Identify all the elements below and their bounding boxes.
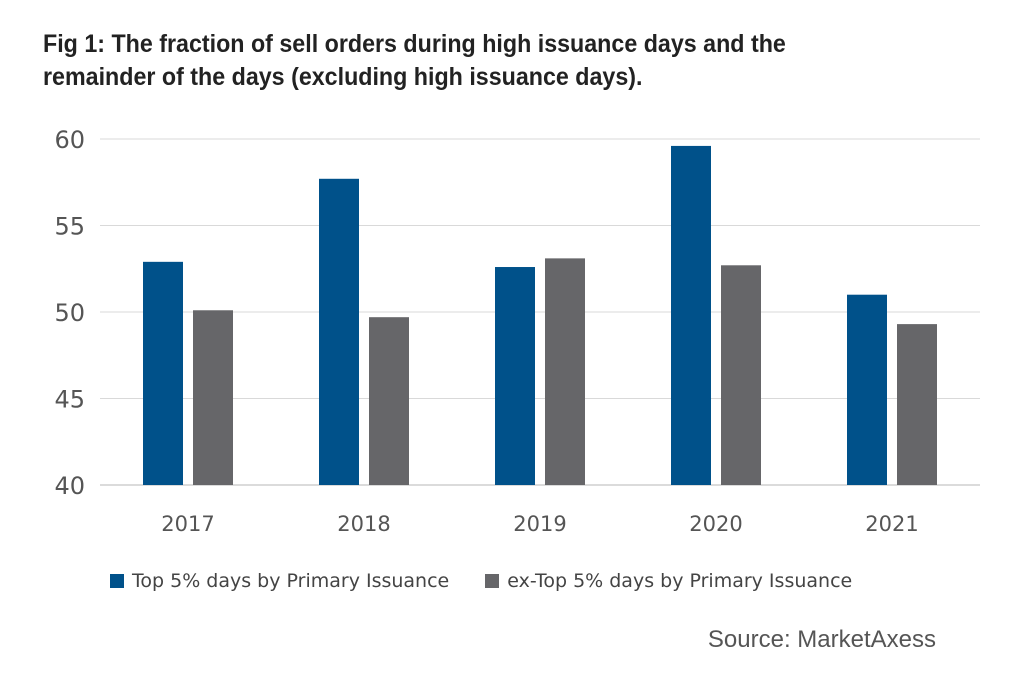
bar-top5-2020 (671, 145, 711, 486)
source-note: Source: MarketAxess (707, 626, 936, 653)
legend: Top 5% days by Primary Issuance ex-Top 5… (110, 570, 852, 592)
y-tick-label: 55 (54, 213, 85, 241)
bar-ex-top5-2018 (369, 317, 409, 485)
x-tick-label: 2017 (161, 512, 214, 536)
bar-ex-top5-2021 (897, 324, 937, 485)
legend-item-series-1: Top 5% days by Primary Issuance (110, 570, 449, 592)
gridlines (100, 138, 980, 486)
legend-label-series-1: Top 5% days by Primary Issuance (132, 570, 450, 592)
bar-top5-2019 (495, 267, 535, 485)
legend-swatch-series-1 (110, 574, 124, 588)
bar-top5-2021 (847, 294, 887, 485)
bars (143, 145, 937, 486)
y-axis-tick-labels: 40 45 50 55 60 (54, 126, 85, 500)
x-tick-label: 2018 (337, 512, 390, 536)
legend-swatch-series-2 (485, 574, 500, 588)
bar-top5-2017 (143, 261, 183, 485)
bar-top5-2018 (319, 178, 359, 486)
y-tick-label: 40 (54, 472, 85, 500)
chart-title: Fig 1: The fraction of sell orders durin… (43, 30, 786, 91)
y-tick-label: 45 (54, 386, 85, 414)
x-axis-tick-labels: 2017 2018 2019 2020 2021 (161, 512, 918, 536)
bar-ex-top5-2017 (193, 310, 233, 485)
x-tick-label: 2020 (689, 512, 742, 536)
x-tick-label: 2021 (865, 512, 918, 536)
bar-ex-top5-2020 (721, 265, 761, 485)
y-tick-label: 60 (54, 126, 85, 154)
legend-label-series-2: ex-Top 5% days by Primary Issuance (507, 570, 853, 592)
x-tick-label: 2019 (513, 512, 566, 536)
bar-ex-top5-2019 (545, 258, 585, 485)
y-tick-label: 50 (54, 299, 85, 327)
legend-item-series-2: ex-Top 5% days by Primary Issuance (485, 570, 852, 592)
